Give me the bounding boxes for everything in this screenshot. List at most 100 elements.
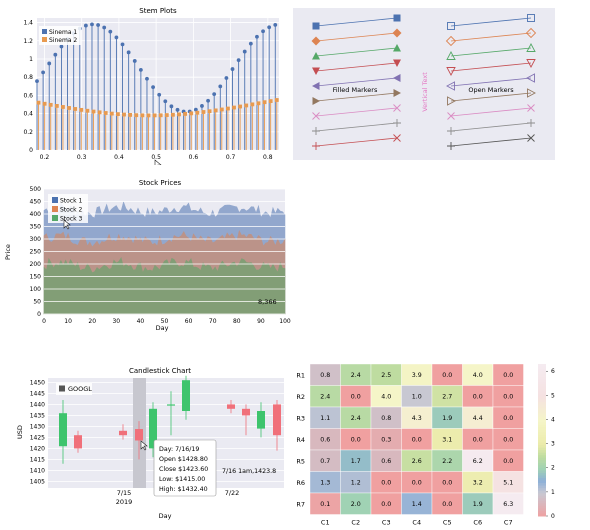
heatmap-cell-value: 2.4 — [351, 372, 361, 379]
stem-marker — [164, 113, 169, 117]
triangle-right-marker-icon — [447, 96, 456, 106]
colorbar-segment — [538, 447, 546, 451]
marker-line — [450, 77, 532, 87]
stem-marker — [238, 104, 243, 109]
heatmap-col-label: C1 — [321, 519, 330, 526]
triangle-up-marker-icon — [312, 52, 320, 60]
colorbar-segment — [538, 495, 546, 499]
tooltip-open: Open $1428.80 — [159, 456, 208, 463]
stem-marker — [200, 104, 204, 108]
heatmap-cell-value: 2.5 — [381, 372, 391, 379]
stock-legend-label: Stock 2 — [60, 207, 83, 214]
stem-marker — [67, 106, 71, 110]
marker-line — [315, 77, 398, 87]
candle-ytick: 1450 — [30, 379, 45, 386]
candle-xtick: 7/15 — [117, 489, 132, 497]
heatmap-cell-value: 0.0 — [381, 501, 391, 508]
colorbar-tick-label: 4 — [551, 416, 555, 423]
marker-line — [315, 17, 398, 27]
colorbar-segment — [538, 485, 546, 489]
heatmap-cell-value: 0.0 — [503, 394, 513, 401]
stem-marker — [116, 112, 120, 117]
plus-marker-icon — [447, 127, 455, 135]
heatmap-cell-value: 2.6 — [412, 458, 422, 465]
x-marker-icon — [527, 134, 535, 142]
heatmap-col-label: C5 — [443, 519, 452, 526]
heatmap-cell-value: 1.1 — [320, 415, 330, 422]
candle-ylabel: USD — [16, 425, 24, 439]
square-marker-icon — [312, 22, 320, 30]
heatmap-cell-value: 0.6 — [320, 437, 330, 444]
candle-ytick: 1410 — [30, 467, 45, 474]
heatmap-col-label: C6 — [473, 519, 482, 526]
candle-body — [227, 404, 235, 409]
stock-xtick: 10 — [64, 318, 72, 325]
mouse-cursor-icon — [154, 159, 162, 165]
colorbar-segment — [538, 376, 546, 380]
candle-body — [149, 408, 157, 449]
stem-marker — [132, 59, 137, 63]
heatmap-cell-value: 0.0 — [503, 437, 513, 444]
marker-line — [450, 17, 532, 27]
candle-body — [182, 380, 190, 411]
colorbar-tick-label: 0 — [551, 513, 555, 520]
stem-marker — [79, 107, 84, 112]
colorbar-segment — [538, 399, 546, 403]
colorbar-segment — [538, 389, 546, 393]
colorbar-segment — [538, 429, 546, 433]
diamond-marker-icon — [392, 28, 402, 38]
stock-ytick: 350 — [30, 224, 42, 231]
stock-xlabel: Day — [156, 324, 169, 332]
plus-marker-icon — [527, 119, 535, 127]
stem-marker — [169, 104, 174, 109]
stem-marker — [42, 101, 47, 106]
stem-marker — [138, 67, 143, 72]
heatmap-cell-value: 0.0 — [442, 372, 452, 379]
heatmap-cell-value: 0.0 — [412, 480, 422, 487]
colorbar-segment — [538, 379, 546, 383]
candle-body — [257, 411, 265, 429]
stem-marker — [195, 110, 200, 115]
heatmap-cell-value: 2.0 — [351, 501, 361, 508]
colorbar-segment — [538, 488, 546, 492]
candle-xtick-year: 2019 — [116, 498, 133, 506]
heatmap-cell-value: 2.7 — [442, 394, 452, 401]
candlestick-title: Candlestick Chart — [129, 367, 191, 375]
x-marker-icon — [527, 104, 535, 112]
hover-readout: 7/16 1am,1423.8 — [222, 468, 276, 475]
stem-marker — [236, 58, 241, 63]
stock-ytick: 50 — [33, 299, 41, 306]
stem-marker — [102, 25, 107, 30]
stock-ytick: 400 — [30, 211, 42, 218]
stem-plot-panel: Stem Plots Sinema 1 Sinema 2 0 0.2 0.4 0.6 0… — [23, 7, 279, 165]
candle-tooltip: Day: 7/16/19 Open $1428.80 Close $1423.6… — [153, 439, 217, 497]
stem-marker — [126, 50, 131, 55]
stock-legend: Stock 1 Stock 2 Stock 3 — [48, 194, 88, 223]
stem-xtick: 0.3 — [77, 154, 87, 161]
heatmap-cell-value: 1.2 — [351, 480, 361, 487]
candle-ytick: 1430 — [30, 423, 45, 430]
diamond-marker-icon — [311, 36, 321, 46]
candle-body — [273, 404, 281, 436]
candle-legend: GOOGL — [56, 383, 92, 395]
colorbar-tick-label: 5 — [551, 392, 555, 399]
colorbar-segment — [538, 503, 546, 507]
heatmap-cell-value: 4.0 — [473, 372, 483, 379]
stem-ytick: 0.4 — [23, 111, 33, 118]
heatmap-cell-value: 1.7 — [351, 458, 361, 465]
stem-marker — [177, 112, 181, 117]
stem-marker — [145, 76, 149, 81]
stem-marker — [255, 34, 259, 39]
colorbar-tick-label: 6 — [551, 368, 555, 375]
mouse-cursor-icon — [63, 219, 71, 230]
colorbar-segment — [538, 381, 546, 385]
triangle-up-marker-icon — [526, 43, 536, 52]
triangle-left-marker-icon — [526, 73, 535, 83]
stem-marker — [96, 23, 100, 27]
triangle-right-marker-icon — [527, 88, 536, 98]
diamond-marker-icon — [445, 35, 457, 47]
stem-marker — [73, 107, 78, 111]
heatmap-cell-value: 2.4 — [351, 415, 361, 422]
marker-line — [315, 137, 398, 147]
stem-marker — [230, 67, 235, 71]
